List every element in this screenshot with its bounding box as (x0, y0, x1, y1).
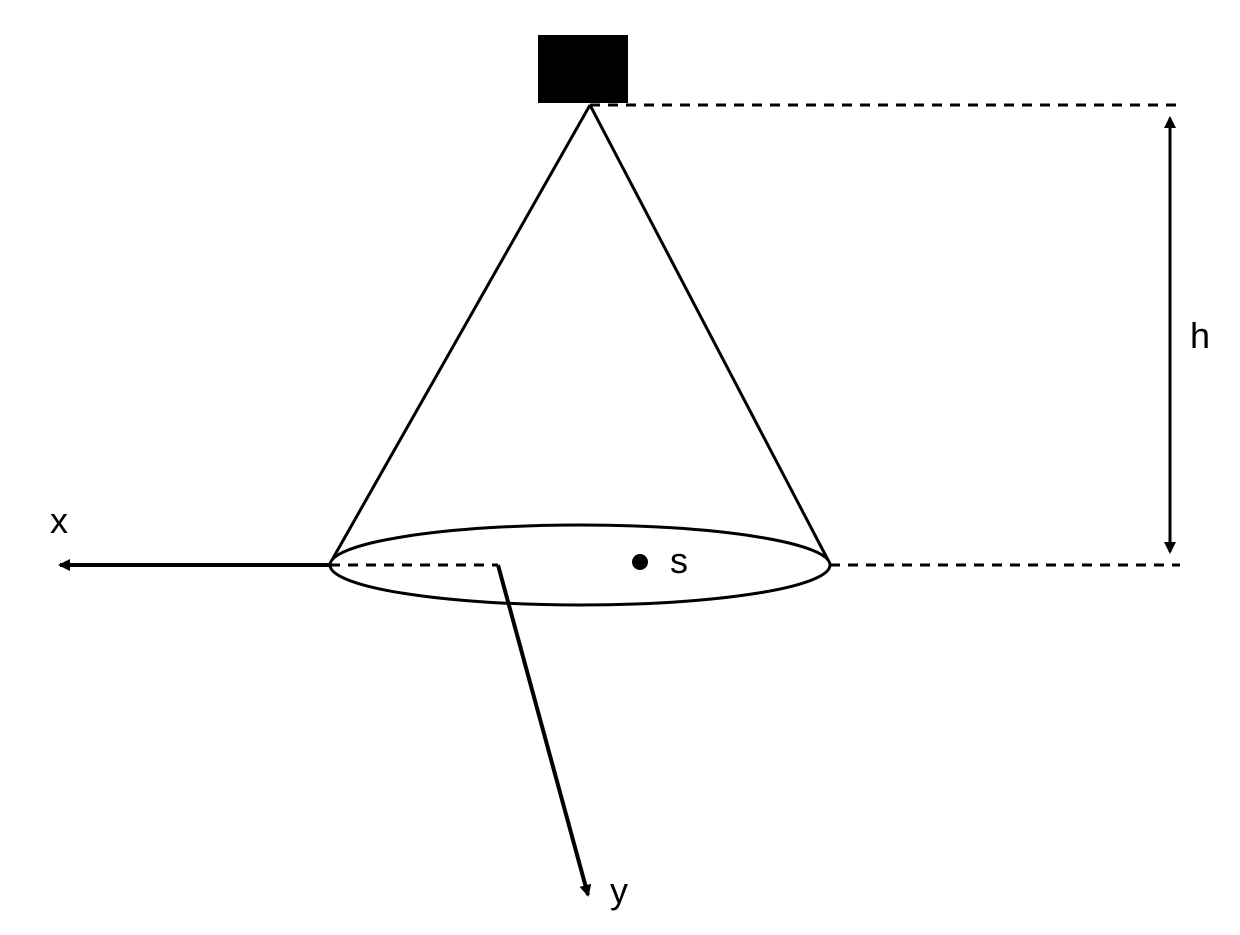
cone-right-edge (590, 105, 828, 560)
ellipse-back-arc (330, 525, 830, 565)
diagram-svg (0, 0, 1240, 935)
camera-box (538, 35, 628, 103)
ellipse-front-arc (330, 565, 830, 605)
y-axis-arrow (498, 565, 588, 895)
y-axis-label: y (610, 870, 628, 912)
x-axis-label: x (50, 500, 68, 542)
point-s-dot (632, 554, 648, 570)
cone-diagram: x y s h (0, 0, 1240, 935)
point-s-label: s (670, 540, 688, 582)
height-label: h (1190, 315, 1210, 357)
cone-left-edge (332, 105, 590, 560)
